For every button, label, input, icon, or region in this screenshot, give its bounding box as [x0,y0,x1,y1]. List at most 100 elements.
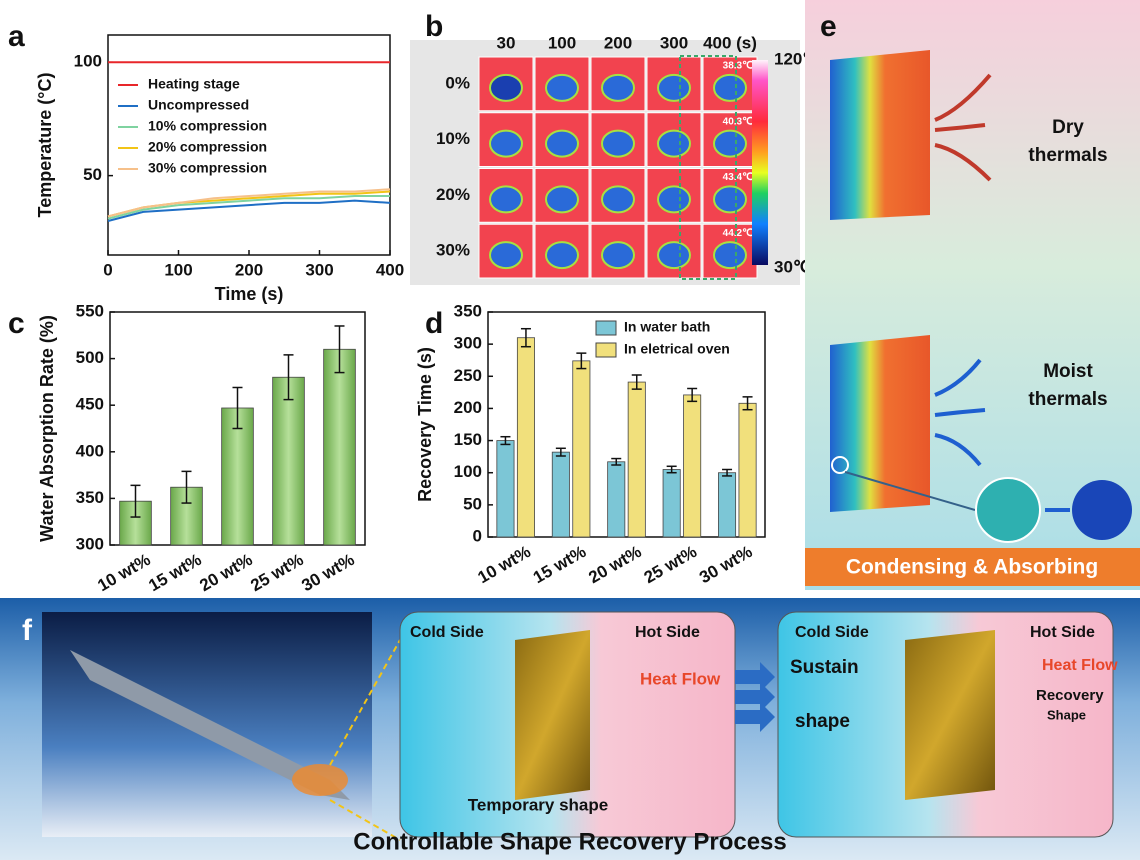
x-tick-label: 0 [103,260,112,279]
sample [490,75,522,101]
x-axis-label: Time (s) [215,284,284,304]
y-tick-label: 350 [76,488,104,507]
cold-label: Cold Side [795,624,869,641]
bar [497,441,514,537]
dry-label: thermals [1028,145,1107,166]
sample [490,131,522,157]
x-tick-label: 25 wt% [247,550,306,595]
process-panel: f Cold Side Hot Side Heat Flow Temporary… [0,598,1140,860]
y-tick-label: 0 [473,526,482,545]
sample [546,131,578,157]
x-tick-label: 30 wt% [696,542,755,587]
y-tick-label: 300 [76,534,104,553]
caption: Temporary shape [468,795,608,814]
flow-label: Heat Flow [640,669,721,688]
dry-label: Dry [1052,117,1084,138]
bar [608,462,625,537]
y-tick-label: 100 [74,52,102,71]
y-tick-label: 100 [454,462,482,481]
sample [658,186,690,212]
peak-temp: 40.3℃ [723,116,754,127]
x-tick-label: 25 wt% [641,542,700,587]
bar [573,361,590,537]
panel-label: f [22,614,33,647]
moist-label: thermals [1028,389,1107,410]
y-tick-label: 150 [454,430,482,449]
sample [658,131,690,157]
thermal-grid: 30100200300400 (s)0%38.3℃10%40.3℃20%43.4… [436,33,757,278]
recovery-label: Recovery [1036,687,1104,704]
sample [602,131,634,157]
y-tick-label: 550 [76,301,104,320]
column-label: 300 [660,33,688,52]
bar [684,395,701,537]
moist-label: Moist [1043,361,1093,382]
peak-temp: 38.3℃ [723,61,754,72]
figure: a b c d 30100200300400 (s)0%38.3℃10%40.3… [0,0,1140,860]
process-title: Controllable Shape Recovery Process [353,828,787,855]
row-label: 30% [436,241,470,260]
sample [602,186,634,212]
hot-label: Hot Side [1030,624,1095,641]
sample [714,242,746,268]
sample [602,75,634,101]
y-tick-label: 350 [454,301,482,320]
flow-label: Heat Flow [1042,657,1118,674]
panel-label: c [8,307,25,340]
y-tick-label: 300 [454,334,482,353]
sample [490,186,522,212]
zoom-circle [976,478,1040,542]
legend-label: In eletrical oven [624,341,730,357]
y-axis-label: Temperature (°C) [35,73,55,218]
legend-swatch [596,321,616,335]
peak-temp: 44.2℃ [723,228,754,239]
bar [273,377,305,545]
sample [714,186,746,212]
foam-block [905,630,995,800]
bar [552,452,569,537]
x-tick-label: 400 [376,260,404,279]
heat-glow [292,764,348,796]
sample [714,75,746,101]
moisture-panel: e Dry thermals Moist thermals Condensing… [805,0,1140,590]
foam-block [515,630,590,800]
middle-label: Sustain [790,657,859,678]
y-axis-label: Recovery Time (s) [415,347,435,502]
legend-label: 10% compression [148,118,267,134]
sample [602,242,634,268]
sample [546,75,578,101]
zoom-circle [1072,480,1132,540]
sample [490,242,522,268]
panel-label: b [425,10,443,43]
y-tick-label: 50 [83,165,102,184]
legend-swatch [596,343,616,357]
sample [546,186,578,212]
legend-label: In water bath [624,319,710,335]
column-label: 200 [604,33,632,52]
row-label: 0% [445,73,470,92]
bar [628,382,645,537]
sample [546,242,578,268]
recovery-label: Shape [1047,707,1086,722]
sample [658,75,690,101]
color-scale [752,60,768,265]
legend-label: 30% compression [148,160,267,176]
y-tick-label: 400 [76,441,104,460]
panel-label: d [425,307,443,340]
bar [324,349,356,545]
x-tick-label: 100 [164,260,192,279]
panel-label: a [8,20,25,53]
column-label: 30 [497,33,516,52]
middle-label: shape [795,711,850,732]
bar [663,470,680,538]
sample [658,242,690,268]
x-tick-label: 30 wt% [298,550,357,595]
arrows [735,662,775,732]
bar [718,473,735,537]
panel-label: e [820,10,837,43]
y-tick-label: 450 [76,395,104,414]
legend-label: Heating stage [148,76,240,92]
x-tick-label: 10 wt% [94,550,153,595]
y-tick-label: 50 [463,494,482,513]
